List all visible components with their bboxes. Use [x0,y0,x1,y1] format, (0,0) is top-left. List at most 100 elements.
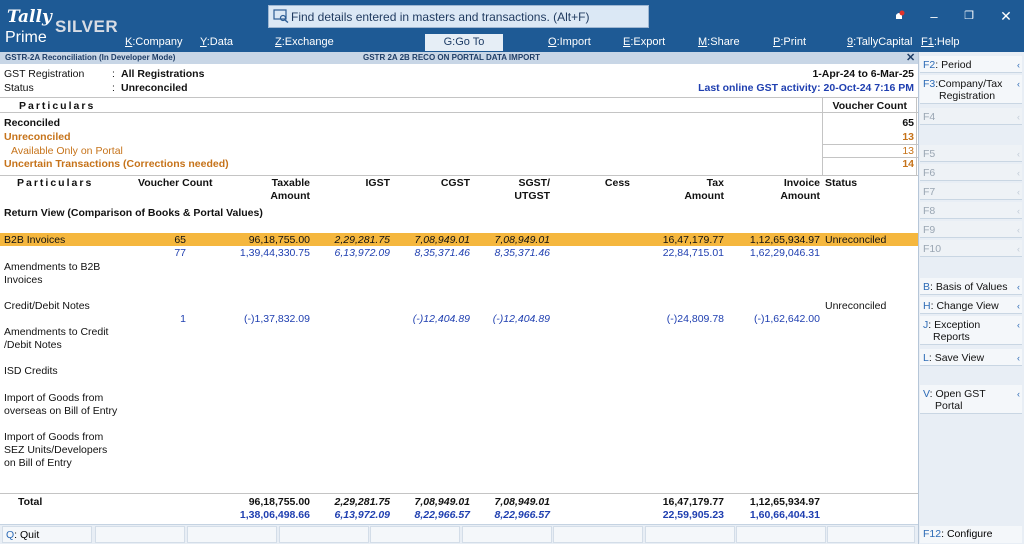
cell: 1,12,65,934.97 [749,234,820,246]
summary-voucher-count-header: Voucher Count [832,100,907,112]
open-gst-portal-button[interactable]: V: Open GST Portal ‹ [920,385,1022,414]
cell: 1,60,66,404.31 [749,509,820,521]
cell: 7,08,949.01 [494,234,550,246]
bottom-empty-button[interactable] [645,526,735,543]
status-value[interactable]: Unreconciled [121,82,188,94]
basis-of-values-button[interactable]: B: Basis of Values ‹ [920,278,1022,295]
bottom-empty-button[interactable] [95,526,185,543]
company-registration-button[interactable]: F3:Company/Tax Registration ‹ [920,75,1022,104]
menu-tallycapital[interactable]: 9:TallyCapital [847,36,913,48]
f5-button[interactable]: F5 ‹ [920,145,1022,162]
summary-row-label[interactable]: Available Only on Portal [11,145,123,157]
cell: 7,08,949.01 [414,234,470,246]
gst-registration-label: GST Registration [4,68,85,80]
cell: 1,62,29,046.31 [749,247,820,259]
bottom-empty-button[interactable] [370,526,460,543]
bottom-empty-button[interactable] [187,526,277,543]
f8-button[interactable]: F8 ‹ [920,202,1022,219]
f6-button[interactable]: F6 ‹ [920,164,1022,181]
chevron-left-icon: ‹ [1017,225,1020,235]
menu-company[interactable]: K:Company [125,36,183,48]
divider [822,97,823,175]
cell: 22,84,715.01 [662,247,724,259]
close-icon[interactable]: ✕ [1000,8,1012,24]
chevron-left-icon: ‹ [1017,282,1020,292]
cell: (-)1,37,832.09 [244,313,310,325]
f7-button[interactable]: F7 ‹ [920,183,1022,200]
menu-print[interactable]: P:Print [773,36,807,48]
chevron-left-icon: ‹ [1017,149,1020,159]
bottom-empty-button[interactable] [827,526,915,543]
row-label-amend-b2b-2[interactable]: Invoices [4,274,43,286]
bottom-empty-button[interactable] [462,526,552,543]
selected-row-highlight[interactable] [0,233,918,246]
bottom-empty-button[interactable] [736,526,826,543]
gst-registration-value[interactable]: All Registrations [121,68,205,80]
row-label-amend-b2b[interactable]: Amendments to B2B [4,261,101,273]
row-label-import-sez-2[interactable]: SEZ Units/Developers [4,444,108,456]
search-icon [273,9,289,23]
search-input[interactable]: Find details entered in masters and tran… [268,5,649,28]
report-title: GSTR 2A 2B RECO ON PORTAL DATA IMPORT [363,53,541,62]
cell: 1,38,06,498.66 [239,509,310,521]
tally-logo: Tally [7,7,52,27]
chevron-left-icon: ‹ [1017,112,1020,122]
product-name: Prime [5,29,47,46]
summary-particulars-header: Particulars [19,100,96,112]
row-label-isd[interactable]: ISD Credits [4,365,58,377]
summary-row-label[interactable]: Unreconciled [4,131,71,143]
f9-button[interactable]: F9 ‹ [920,221,1022,238]
summary-row-label[interactable]: Reconciled [4,117,61,129]
summary-row-label[interactable]: Uncertain Transactions (Corrections need… [4,158,229,170]
quit-button[interactable]: Q: Quit [2,526,92,543]
igst-header: IGST [365,177,390,189]
cell: 8,22,966.57 [414,509,470,521]
cell: 2,29,281.75 [334,234,390,246]
configure-button[interactable]: F12: Configure [920,526,1022,543]
chevron-left-icon: ‹ [1017,244,1020,254]
divider [0,175,918,176]
row-label-import-boe[interactable]: Import of Goods from [4,392,104,404]
voucher-count-header: Voucher Count [138,177,213,189]
row-label-import-sez[interactable]: Import of Goods from [4,431,104,443]
exception-reports-button[interactable]: J: Exception Reports ‹ [920,316,1022,345]
bottom-empty-button[interactable] [279,526,369,543]
summary-row-count: 13 [902,145,914,157]
row-label-cdn[interactable]: Credit/Debit Notes [4,300,90,312]
restore-icon[interactable]: ❐ [964,10,974,22]
edition-label: SILVER [55,17,119,36]
f10-button[interactable]: F10 ‹ [920,240,1022,257]
period-button[interactable]: F2: Period ‹ [920,56,1022,73]
menu-exchange[interactable]: Z:Exchange [275,36,334,48]
menu-goto[interactable]: G:Go To [425,34,503,51]
menu-share[interactable]: M:Share [698,36,740,48]
save-view-button[interactable]: L: Save View ‹ [920,349,1022,366]
close-report-icon[interactable]: ✕ [906,52,916,64]
divider [916,97,917,175]
row-label-amend-cdn[interactable]: Amendments to Credit [4,326,109,338]
menu-help[interactable]: F1:Help [921,36,960,48]
minimize-icon[interactable]: – [930,9,938,24]
tax-header: Tax [706,177,724,189]
section-title: Return View (Comparison of Books & Porta… [4,207,263,219]
period-range: 1-Apr-24 to 6-Mar-25 [812,68,914,80]
row-label-import-boe-2[interactable]: overseas on Bill of Entry [4,405,118,417]
row-label-amend-cdn-2[interactable]: /Debit Notes [4,339,62,351]
change-view-button[interactable]: H: Change View ‹ [920,297,1022,314]
status-label: Status [4,82,34,94]
cell: 7,08,949.01 [494,496,550,508]
summary-row-count: 13 [902,131,914,143]
sgst-header-2: UTGST [514,190,550,202]
bottom-empty-button[interactable] [553,526,643,543]
menu-import[interactable]: O:Import [548,36,591,48]
row-label-import-sez-3[interactable]: on Bill of Entry [4,457,72,469]
row-label-b2b[interactable]: B2B Invoices [4,234,66,246]
cell: 7,08,949.01 [414,496,470,508]
cell: 77 [174,247,186,259]
f4-button[interactable]: F4 ‹ [920,108,1022,125]
menu-data[interactable]: Y:Data [200,36,234,48]
cell: 96,18,755.00 [248,496,310,508]
cell: 6,13,972.09 [334,247,390,259]
notification-bell-icon[interactable] [893,10,905,22]
menu-export[interactable]: E:Export [623,36,666,48]
